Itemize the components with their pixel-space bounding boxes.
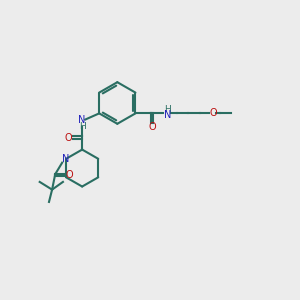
Text: H: H	[164, 105, 171, 114]
Text: N: N	[61, 154, 69, 164]
Text: N: N	[78, 115, 85, 125]
Text: O: O	[65, 170, 73, 180]
Text: H: H	[79, 122, 86, 131]
Text: O: O	[64, 133, 72, 142]
Text: N: N	[164, 110, 171, 120]
Text: O: O	[148, 122, 156, 132]
Text: O: O	[209, 108, 217, 118]
